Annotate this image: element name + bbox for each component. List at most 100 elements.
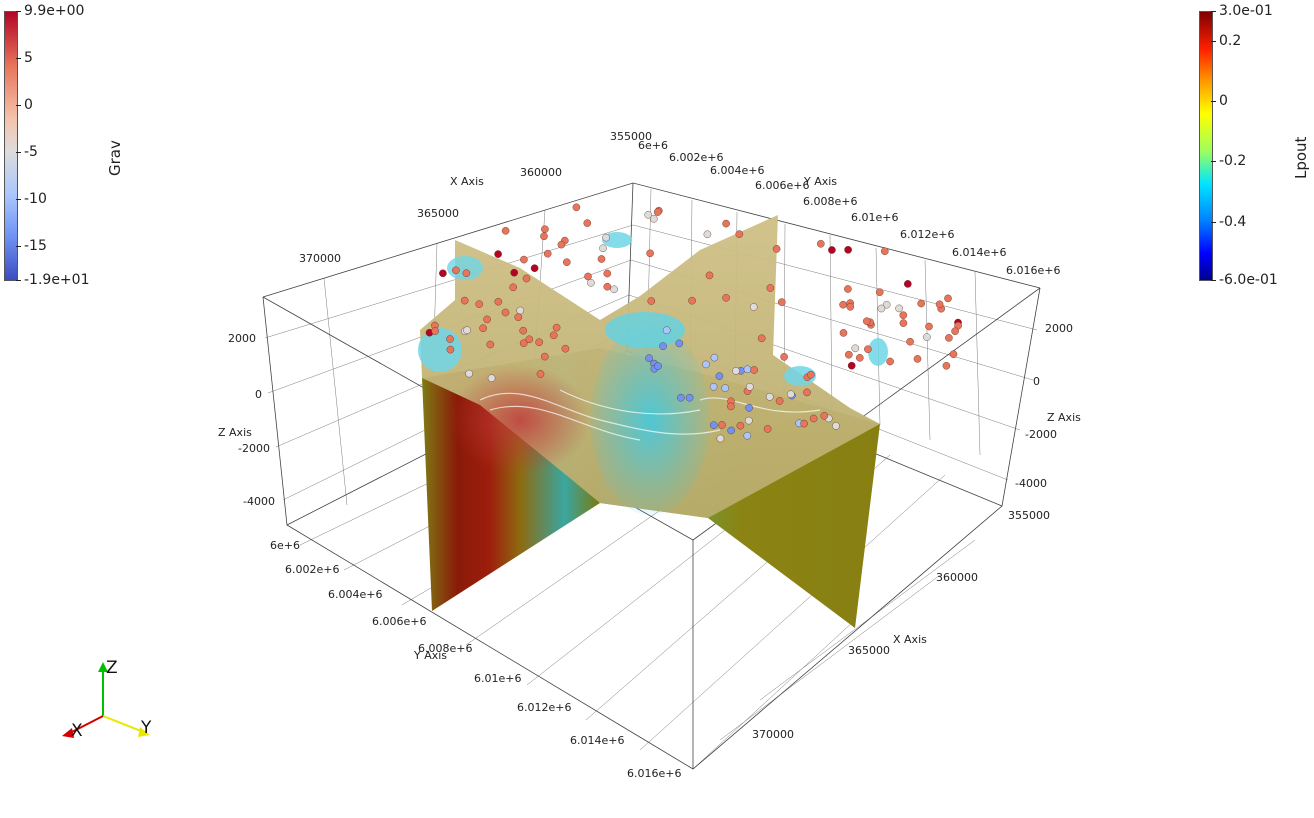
surface-streaks — [479, 389, 821, 441]
station-point — [917, 299, 926, 308]
station-point — [935, 300, 944, 309]
lpout-tick: -0.2 — [1210, 153, 1247, 169]
station-point — [479, 324, 487, 333]
z-tick-left: 2000 — [228, 332, 256, 345]
station-point — [803, 388, 811, 397]
station-point — [722, 219, 730, 228]
station-point — [844, 245, 852, 254]
y-tick-top: 6e+6 — [638, 139, 668, 152]
grav-tick: -15 — [16, 238, 47, 254]
station-point — [839, 329, 848, 337]
lpout-colorbar-gradient — [1199, 11, 1213, 281]
station-point — [519, 326, 528, 335]
lpout-tick: 0.2 — [1210, 33, 1242, 49]
station-point — [757, 334, 766, 343]
station-point — [820, 411, 829, 420]
cyan-anomaly — [784, 366, 816, 386]
station-point — [599, 244, 607, 253]
station-point — [743, 431, 752, 440]
station-point — [944, 294, 952, 303]
station-point — [610, 285, 618, 294]
station-point — [543, 249, 552, 258]
cyan-anomaly — [590, 325, 710, 515]
station-point — [710, 353, 719, 362]
station-point — [736, 421, 745, 430]
station-point — [522, 274, 531, 283]
station-point — [460, 296, 469, 305]
station-point — [602, 233, 610, 242]
station-point — [465, 369, 473, 378]
station-point — [487, 374, 496, 383]
y-tick-bottom: 6.004e+6 — [328, 588, 382, 601]
station-point — [851, 344, 860, 353]
station-point — [715, 372, 724, 380]
station-point — [787, 390, 795, 399]
station-point — [913, 355, 922, 363]
station-point — [685, 393, 694, 402]
grav-tick: -5 — [16, 144, 38, 160]
station-point — [709, 421, 718, 430]
station-point — [483, 315, 491, 324]
x-axis-title-top: X Axis — [450, 175, 484, 188]
station-point — [519, 339, 528, 348]
station-point — [716, 434, 725, 443]
station-point — [541, 225, 549, 233]
station-point — [431, 327, 439, 335]
grav-tick: 5 — [16, 50, 33, 66]
x-tick-top: 360000 — [520, 166, 562, 179]
station-point — [749, 303, 758, 311]
station-point — [644, 210, 653, 219]
station-point — [587, 278, 595, 287]
station-point — [494, 297, 503, 306]
station-point — [520, 255, 528, 264]
station-point — [925, 322, 933, 331]
station-point — [452, 266, 460, 275]
station-point — [886, 357, 894, 366]
orientation-axes-widget[interactable]: Z Y X — [62, 658, 152, 741]
station-point — [780, 353, 788, 361]
station-point — [462, 269, 471, 278]
x-tick-right: 355000 — [1008, 509, 1050, 522]
station-point — [501, 308, 510, 317]
station-point — [772, 245, 781, 253]
station-point — [951, 327, 959, 336]
station-point — [721, 384, 730, 392]
y-tick-bottom: 6.01e+6 — [474, 672, 521, 685]
station-point — [745, 416, 753, 425]
station-point — [877, 304, 886, 313]
station-point — [844, 285, 852, 293]
station-point — [750, 366, 758, 374]
station-point — [904, 280, 912, 288]
station-point — [727, 402, 735, 411]
station-point — [494, 250, 502, 258]
y-tick-bottom: 6.016e+6 — [627, 767, 681, 780]
x-tick-right: 370000 — [752, 728, 794, 741]
station-point — [856, 353, 864, 362]
cyan-anomaly — [418, 328, 462, 372]
station-point — [705, 271, 714, 280]
station-point — [923, 333, 931, 341]
station-point — [863, 317, 871, 326]
lpout-tick: 0 — [1211, 93, 1228, 109]
station-point — [778, 298, 786, 306]
z-tick-left: -4000 — [243, 495, 275, 508]
y-tick-top: 6.006e+6 — [755, 179, 809, 192]
z-tick-left: -2000 — [238, 442, 270, 455]
station-point — [540, 232, 548, 241]
station-point — [659, 342, 667, 351]
station-point — [817, 239, 825, 248]
station-point — [650, 214, 658, 223]
station-point — [584, 272, 592, 281]
z-tick-right: 0 — [1033, 375, 1040, 388]
station-point — [677, 393, 685, 402]
station-point — [809, 414, 818, 423]
station-point — [839, 300, 847, 309]
station-point — [763, 425, 772, 433]
station-point — [722, 293, 730, 302]
y-tick-bottom: 6.002e+6 — [285, 563, 339, 576]
x-tick-top: 370000 — [299, 252, 341, 265]
station-point — [743, 365, 752, 374]
z-tick-right: 2000 — [1045, 322, 1073, 335]
y-tick-bottom: 6e+6 — [270, 539, 300, 552]
